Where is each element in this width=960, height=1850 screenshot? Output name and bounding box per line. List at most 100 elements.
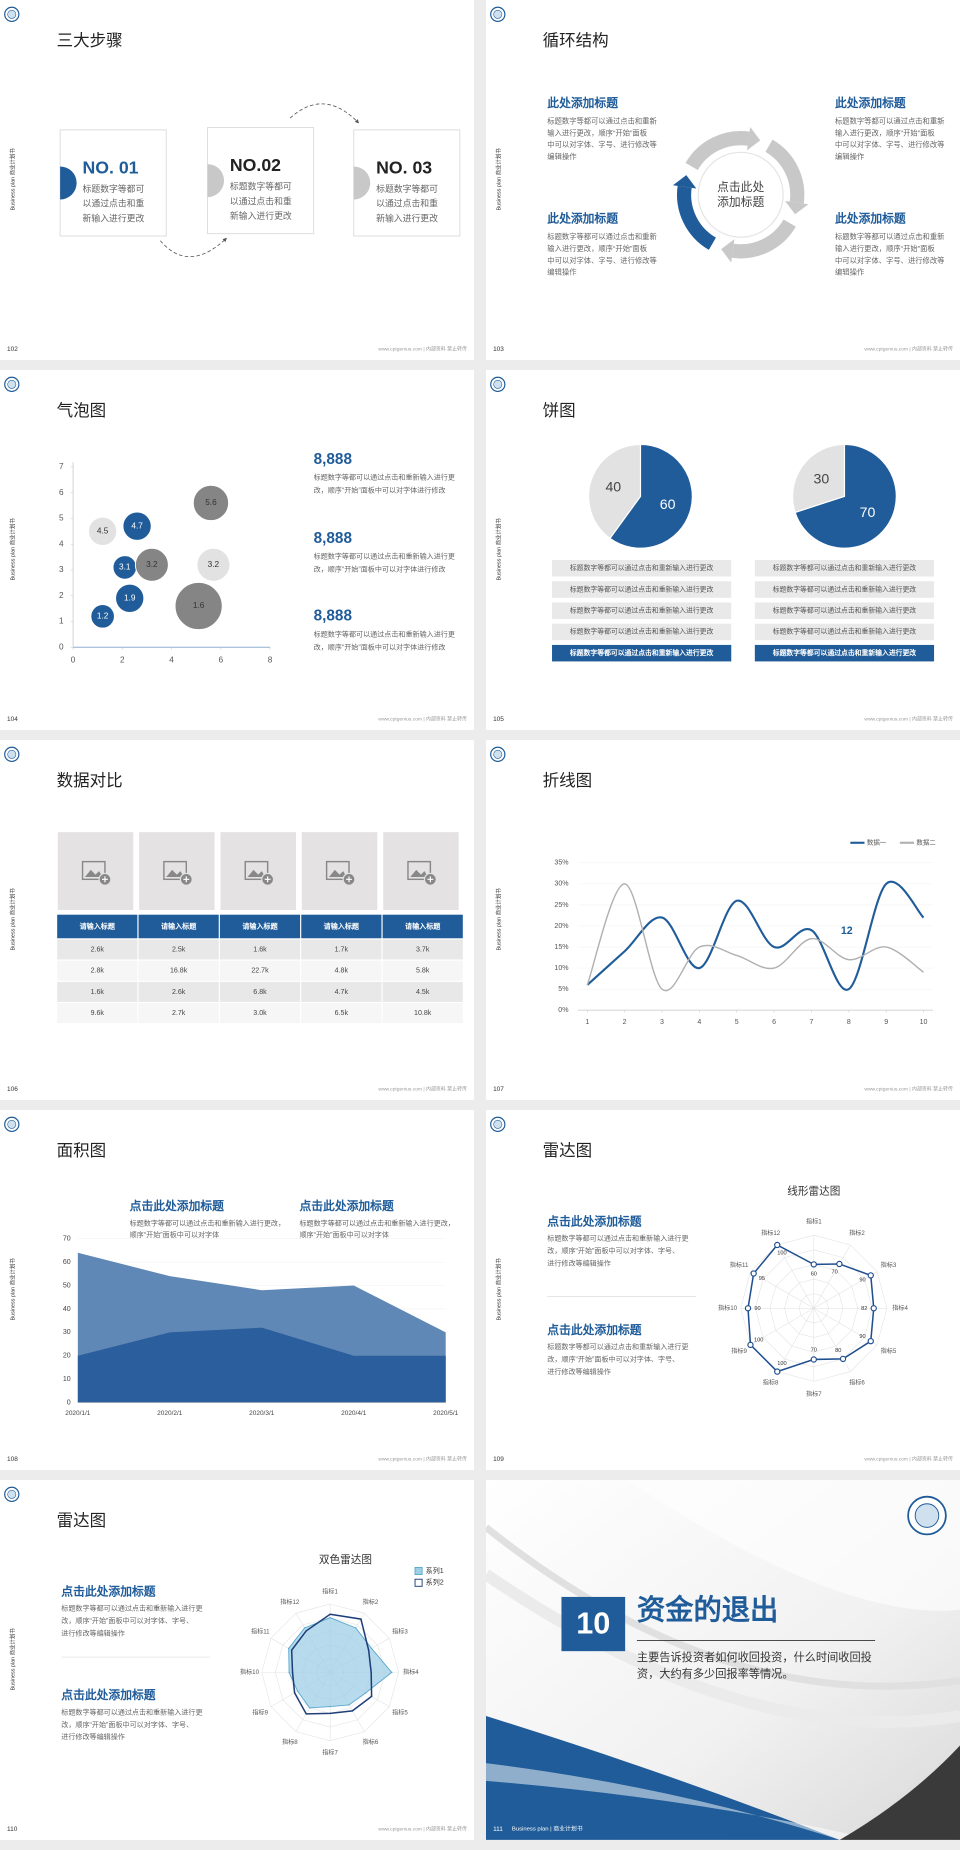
radar-title: 双色雷达图 bbox=[319, 1553, 372, 1566]
y-tick-label: 20 bbox=[63, 1353, 71, 1360]
text-line: 标题数字等都可 bbox=[376, 183, 438, 194]
logo-inner bbox=[493, 9, 503, 19]
table-cell bbox=[138, 939, 219, 960]
cover-blue bbox=[486, 1716, 840, 1840]
radar-point bbox=[303, 1627, 306, 1629]
radar-point bbox=[390, 1671, 393, 1674]
text-line: 编辑操作 bbox=[835, 267, 865, 276]
table-cell bbox=[382, 1003, 463, 1024]
section-number: 10 bbox=[576, 1606, 610, 1640]
radar-point bbox=[774, 1241, 781, 1249]
footer: www.cptgenius.com | 内部资料 禁止转传 bbox=[378, 1086, 467, 1093]
slide: Business plan 商业计划书 108 www.cptgenius.com … bbox=[0, 1110, 474, 1470]
block-text: 标题数字等都可以通过点击和重新输入进行更改，顺序“开始”面板中可以对字体进行修改 bbox=[314, 629, 455, 651]
logo-inner bbox=[493, 749, 503, 759]
table-value: 5.8k bbox=[416, 968, 430, 975]
table-cell bbox=[382, 960, 463, 981]
radar-axis-label: 指标2 bbox=[363, 1598, 379, 1606]
image-icon bbox=[244, 860, 269, 881]
radar-spoke bbox=[750, 1271, 814, 1309]
radar-axis-label: 指标10 bbox=[718, 1304, 738, 1312]
table-value: 2.6k bbox=[91, 946, 105, 953]
text-box-label: 标题数字等都可以通过点击和重新输入进行更改 bbox=[773, 563, 917, 572]
table-header: 请输入标题 bbox=[80, 921, 116, 930]
x-tick-label: 2 bbox=[623, 1019, 627, 1026]
block-heading: 点击此处添加标题 bbox=[299, 1199, 393, 1213]
text-line: 中可以对字体、字号、进行修改等 bbox=[835, 256, 944, 265]
block-heading: 点击此处添加标题 bbox=[61, 1688, 155, 1702]
cycle-center: 添加标题 bbox=[717, 195, 764, 209]
bubble-label: 1.2 bbox=[97, 612, 109, 621]
page-number: 107 bbox=[493, 1086, 504, 1093]
legend-label: 系列2 bbox=[426, 1578, 444, 1587]
step-label: NO. 01 bbox=[83, 157, 139, 177]
cycle-arrow bbox=[672, 175, 697, 189]
text-line: 中可以对字体、字号、进行修改等 bbox=[547, 256, 656, 265]
slide-title: 面积图 bbox=[57, 1141, 107, 1160]
slide-title: 饼图 bbox=[543, 401, 576, 420]
legend-label: 数据二 bbox=[916, 837, 936, 846]
footer: www.cptgenius.com | 内部资料 禁止转传 bbox=[378, 346, 467, 353]
logo-inner bbox=[914, 1503, 940, 1528]
block-text: 标题数字等都可以通过点击和重新输入进行更改，顺序“开始”面板中可以对字体进行修改 bbox=[314, 472, 455, 494]
footer: www.cptgenius.com | 内部资料 禁止转传 bbox=[864, 346, 953, 353]
text-line: 标题数字等都可以通过点击和重新 bbox=[835, 117, 944, 126]
radar-point bbox=[836, 1260, 843, 1268]
image-placeholder bbox=[301, 832, 378, 910]
table-value: 10.8k bbox=[414, 1010, 432, 1017]
side-label: Business plan 商业计划书 bbox=[8, 888, 16, 951]
text-line: 输入进行更改，顺序“开始”面板 bbox=[547, 128, 647, 137]
page-number: 110 bbox=[7, 1826, 18, 1833]
page-number: 105 bbox=[493, 716, 504, 723]
x-tick-label: 8 bbox=[847, 1019, 851, 1026]
text-line: 进行修改等编辑操作 bbox=[547, 1258, 611, 1267]
block-heading: 此处添加标题 bbox=[835, 96, 906, 110]
text-line: 资，大约有多少回报率等情况。 bbox=[637, 1667, 794, 1681]
area-series bbox=[77, 1327, 446, 1403]
radar-value-label: 60 bbox=[811, 1271, 817, 1277]
step-card bbox=[353, 129, 461, 237]
image-icon bbox=[101, 876, 108, 883]
cycle-arrow bbox=[746, 127, 761, 151]
slide-canvas: Business plan 商业计划书 108 www.cptgenius.com … bbox=[4, 1116, 467, 1463]
y-tick-label: 30% bbox=[554, 881, 569, 888]
table-cell bbox=[301, 981, 382, 1002]
table-value: 22.7k bbox=[251, 968, 269, 975]
table-value: 6.5k bbox=[335, 1010, 349, 1017]
y-tick-label: 50 bbox=[63, 1282, 71, 1289]
radar-value-label: 90 bbox=[859, 1278, 865, 1284]
x-tick-label: 2 bbox=[120, 655, 125, 664]
image-icon bbox=[81, 860, 106, 881]
slide: Business plan 商业计划书 106 www.cptgenius.com … bbox=[0, 740, 474, 1100]
radar-axis-label: 指标10 bbox=[240, 1668, 260, 1676]
radar-point bbox=[329, 1705, 331, 1708]
slide-title: 数据对比 bbox=[57, 771, 123, 790]
bubble-label: 4.5 bbox=[97, 526, 109, 535]
x-tick-label: 4 bbox=[169, 655, 174, 664]
image-placeholder bbox=[57, 832, 134, 910]
slide: Business plan 商业计划书 102 www.cptgenius.com … bbox=[0, 0, 474, 360]
cycle-center: 点击此处 bbox=[717, 181, 764, 194]
radar-value-label: 82 bbox=[861, 1306, 867, 1312]
text-line: 进行修改等编辑操作 bbox=[547, 1367, 611, 1376]
block-heading: 点击此处添加标题 bbox=[130, 1199, 224, 1213]
text-line: 顺序“开始”面板中可以对字体 bbox=[299, 1230, 388, 1239]
footer: Business plan | 商业计划书 bbox=[512, 1825, 583, 1833]
radar-point bbox=[305, 1713, 307, 1715]
bubble bbox=[196, 547, 231, 582]
image-icon bbox=[410, 869, 429, 877]
step-connector bbox=[289, 103, 360, 124]
radar-spoke bbox=[813, 1271, 878, 1309]
radar-axis-label: 指标1 bbox=[806, 1218, 822, 1226]
page-number: 111 bbox=[493, 1826, 503, 1833]
text-line: 进行修改等编辑操作 bbox=[61, 1732, 125, 1741]
table-cell bbox=[301, 1003, 382, 1024]
pie-slice bbox=[588, 443, 642, 540]
cover-white bbox=[486, 1763, 876, 1840]
text-line: 改，顺序“开始”面板中可以对字体进行修改 bbox=[314, 642, 446, 651]
y-tick-label: 5 bbox=[59, 514, 64, 523]
text-box-label: 标题数字等都可以通过点击和重新输入进行更改 bbox=[773, 627, 917, 636]
radar-axis-label: 指标12 bbox=[280, 1598, 300, 1606]
page-number: 104 bbox=[7, 716, 18, 723]
